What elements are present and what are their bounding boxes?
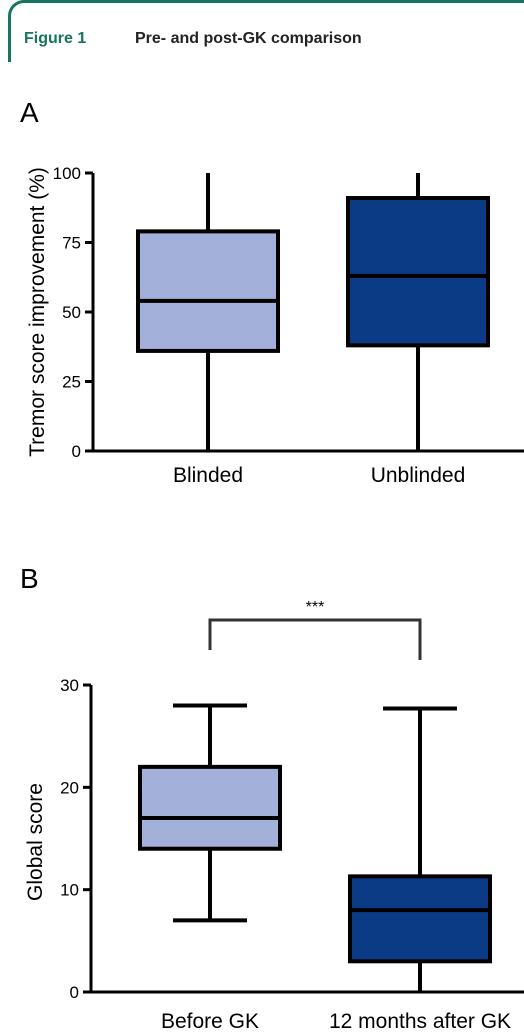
- significance-bracket: [208, 618, 422, 660]
- box-blinded: [136, 229, 280, 353]
- figure-label: Figure 1: [24, 30, 87, 47]
- panel-a: A Tremor score improvement (%) 0 25 50 75 10…: [20, 97, 524, 487]
- y-tick-label: 25: [62, 373, 81, 392]
- figure-caption: Pre- and post-GK comparison: [135, 30, 362, 47]
- y-tick-label: 100: [53, 164, 81, 183]
- significance-label: ***: [306, 599, 325, 616]
- y-tick-label: 30: [60, 676, 79, 695]
- y-tick-label: 50: [62, 303, 81, 322]
- panel-a-ylabel: Tremor score improvement (%): [26, 167, 49, 457]
- figure-header-frame: [8, 0, 524, 62]
- y-tick-label: 0: [72, 442, 81, 461]
- box-unblinded: [346, 196, 490, 348]
- y-tick-label: 75: [62, 234, 81, 253]
- x-category-label: Before GK: [161, 1010, 259, 1032]
- x-category-label: Unblinded: [371, 464, 466, 487]
- box-12-months-after-gk: [348, 874, 492, 964]
- y-tick-label: 10: [60, 881, 79, 900]
- panel-b-ylabel: Global score: [24, 783, 47, 901]
- panel-a-plot: 0 25 50 75 100 Blinded Unblinded: [53, 164, 524, 487]
- panel-b: B Global score 0 10 20 30 Before GK 12 months…: [20, 563, 524, 1032]
- y-tick-label: 0: [70, 983, 79, 1002]
- box-before-gk: [138, 764, 282, 851]
- panel-b-plot: 0 10 20 30 Before GK 12 months after GK ***: [60, 599, 524, 1032]
- panel-b-letter: B: [20, 563, 39, 594]
- y-tick-label: 20: [60, 778, 79, 797]
- panel-a-letter: A: [20, 97, 39, 128]
- x-category-label: Blinded: [173, 464, 243, 487]
- x-category-label: 12 months after GK: [329, 1010, 511, 1032]
